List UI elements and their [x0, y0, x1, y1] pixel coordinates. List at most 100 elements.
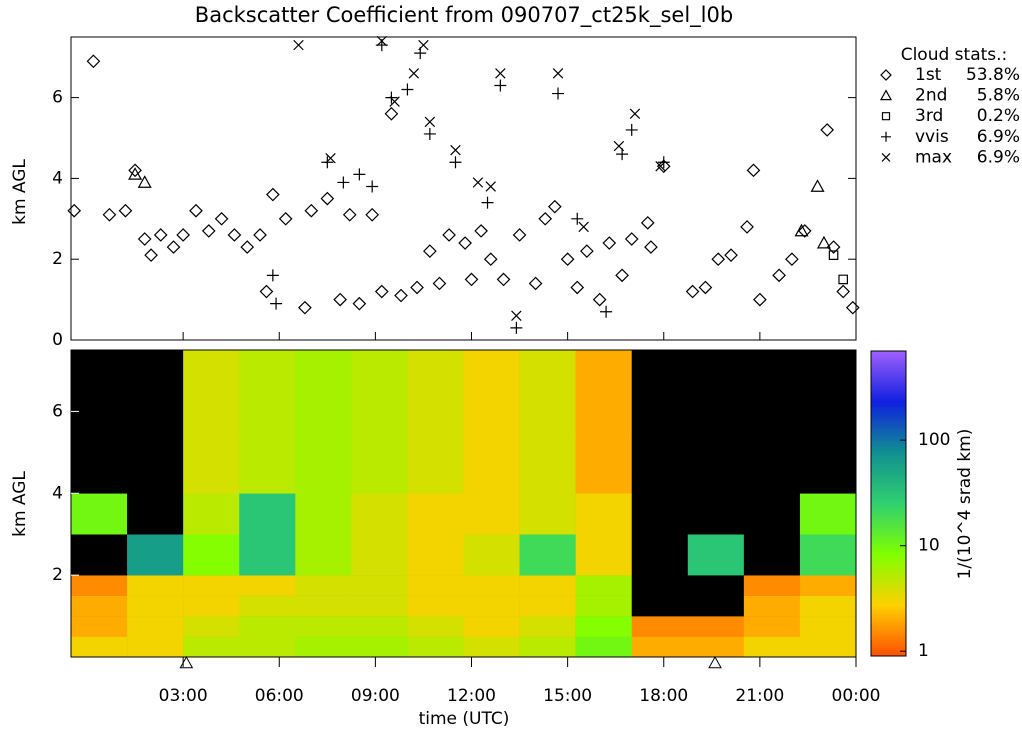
heatmap-cell — [71, 636, 128, 658]
heatmap-cell — [351, 575, 408, 596]
heatmap-cell — [183, 493, 240, 535]
y-tick-label: 6 — [52, 401, 63, 421]
data-point — [613, 140, 625, 152]
heatmap-cell — [799, 493, 857, 535]
data-point — [394, 288, 408, 303]
x-tick-label: 12:00 — [447, 686, 496, 706]
heatmap-cell — [687, 595, 745, 617]
heatmap-cell — [575, 575, 633, 596]
data-point — [629, 108, 641, 119]
heatmap-cell — [631, 636, 689, 658]
data-point — [214, 211, 229, 226]
y-tick-label: 2 — [52, 565, 63, 585]
x-tick-label: 06:00 — [255, 686, 304, 706]
data-point — [342, 207, 357, 222]
data-point — [552, 68, 564, 79]
heatmap-cell — [519, 350, 576, 433]
heatmap-cell — [239, 350, 296, 433]
y-tick-label: 4 — [52, 168, 63, 188]
data-point — [293, 39, 304, 51]
heatmap-cell — [239, 636, 296, 658]
heatmap-cell — [239, 493, 296, 535]
heatmap-cell — [463, 493, 520, 535]
heatmap-cell — [239, 431, 296, 494]
heatmap-cell — [799, 575, 857, 596]
heatmap-cell — [687, 534, 745, 576]
heatmap-cell — [575, 350, 633, 433]
data-point — [442, 228, 456, 242]
heatmap-cell — [127, 493, 184, 535]
data-point — [384, 106, 399, 121]
heatmap-cell — [351, 493, 408, 535]
legend-symbol — [880, 69, 892, 81]
data-point — [644, 240, 658, 254]
data-point — [320, 191, 335, 206]
colorbar-tick-label: 1 — [918, 641, 929, 661]
data-point — [423, 127, 436, 140]
data-point — [753, 292, 767, 307]
data-point — [376, 35, 388, 47]
heatmap-cell — [239, 595, 296, 617]
data-point — [304, 203, 319, 218]
data-point — [240, 240, 255, 254]
heatmap-cell — [687, 431, 745, 494]
legend-value: 0.2% — [977, 106, 1020, 126]
heatmap-cell — [127, 575, 184, 596]
heatmap-cell — [799, 534, 857, 576]
heatmap-cell — [407, 636, 464, 658]
data-point — [144, 248, 158, 263]
legend-symbol — [879, 89, 893, 101]
data-point — [495, 68, 506, 79]
heatmap-cell — [575, 616, 633, 637]
heatmap-cell — [127, 534, 184, 576]
data-point — [374, 284, 389, 299]
heatmap-cell — [351, 595, 408, 617]
data-point — [772, 268, 786, 283]
data-point — [838, 274, 848, 285]
heatmap-cell — [463, 595, 520, 617]
data-point — [836, 284, 851, 299]
colorbar — [870, 350, 907, 657]
data-point — [337, 176, 350, 189]
data-point — [816, 235, 831, 249]
data-point — [485, 181, 496, 192]
data-point — [624, 232, 639, 246]
heatmap-cell — [743, 575, 801, 596]
data-point — [266, 269, 279, 282]
heatmap-cell — [799, 431, 857, 494]
data-point — [128, 167, 143, 180]
heatmap-cell — [519, 431, 576, 494]
heatmap-cell — [575, 636, 633, 658]
heatmap-cell — [743, 616, 801, 637]
heatmap-cell — [183, 431, 240, 494]
data-point — [580, 244, 594, 258]
heatmap-cell — [183, 616, 240, 637]
data-point — [820, 123, 835, 137]
heatmap-cell — [351, 350, 408, 433]
legend-label: 2nd — [915, 86, 947, 106]
heatmap-cell — [71, 350, 128, 433]
heatmap-cell — [407, 534, 464, 576]
heatmap-cell — [183, 636, 240, 658]
heatmap-cell — [463, 350, 520, 433]
data-point — [794, 223, 809, 237]
data-point — [270, 297, 283, 310]
heatmap-cell — [351, 534, 408, 576]
heatmap-cell — [407, 350, 464, 433]
heatmap-cell — [239, 575, 296, 596]
heatmap-cell — [519, 575, 576, 596]
heatmap-cell — [71, 595, 128, 617]
heatmap-cell — [295, 616, 352, 637]
legend-symbol — [881, 112, 891, 121]
heatmap-cell — [687, 575, 745, 596]
heatmap-cell — [799, 595, 857, 617]
data-point — [571, 212, 584, 225]
data-point — [67, 203, 82, 218]
heatmap-cell — [351, 616, 408, 637]
legend-symbol — [881, 131, 891, 142]
data-point — [474, 224, 488, 238]
data-point — [227, 228, 242, 242]
heatmap-cell — [239, 616, 296, 637]
legend-label: max — [915, 147, 952, 167]
heatmap-cell — [631, 431, 689, 494]
